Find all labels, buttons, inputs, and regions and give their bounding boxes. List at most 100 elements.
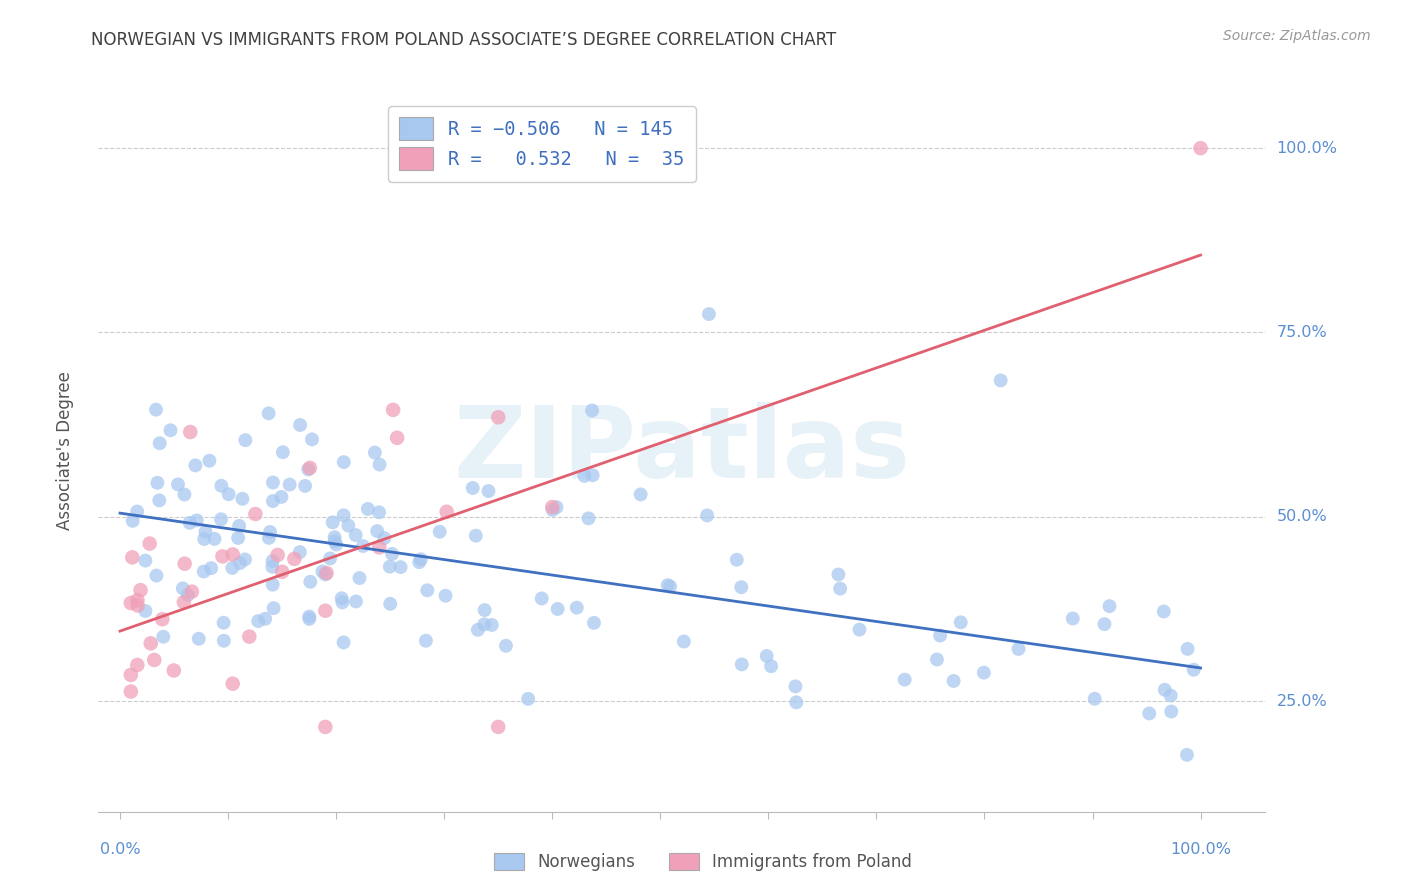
Point [259, 524, 281, 539]
Point [288, 417, 311, 432]
Point [288, 545, 311, 559]
Point [257, 531, 280, 545]
Text: 25.0%: 25.0% [1277, 694, 1327, 708]
Point [461, 481, 484, 495]
Point [477, 484, 499, 499]
Point [179, 516, 201, 530]
Point [150, 612, 173, 626]
Point [330, 591, 353, 606]
Point [541, 503, 564, 517]
Point [298, 609, 321, 624]
Point [357, 502, 380, 516]
Point [755, 648, 778, 663]
Point [389, 560, 412, 574]
Point [173, 487, 195, 501]
Point [226, 531, 249, 545]
Point [785, 695, 807, 709]
Point [467, 623, 489, 637]
Point [145, 402, 167, 417]
Y-axis label: Associate's Degree: Associate's Degree [56, 371, 75, 530]
Point [973, 665, 995, 680]
Point [1153, 682, 1175, 697]
Point [209, 512, 232, 526]
Point [1160, 689, 1182, 703]
Point [582, 615, 605, 630]
Point [332, 455, 354, 469]
Point [495, 639, 517, 653]
Point [159, 423, 181, 437]
Point [352, 539, 374, 553]
Point [378, 559, 401, 574]
Point [344, 594, 367, 608]
Point [270, 490, 292, 504]
Point [180, 584, 202, 599]
Point [245, 507, 267, 521]
Point [323, 530, 346, 544]
Point [1062, 611, 1084, 625]
Point [1182, 663, 1205, 677]
Point [167, 477, 190, 491]
Point [221, 561, 243, 575]
Point [1177, 641, 1199, 656]
Point [332, 595, 354, 609]
Point [547, 602, 569, 616]
Point [827, 567, 849, 582]
Point [546, 500, 568, 515]
Point [1137, 706, 1160, 721]
Point [696, 508, 718, 523]
Point [127, 599, 149, 613]
Point [187, 632, 209, 646]
Point [1153, 605, 1175, 619]
Point [233, 433, 256, 447]
Point [434, 589, 457, 603]
Point [311, 565, 333, 579]
Point [415, 633, 437, 648]
Point [949, 615, 972, 630]
Point [193, 565, 215, 579]
Point [173, 595, 195, 609]
Point [385, 431, 408, 445]
Point [120, 596, 142, 610]
Point [332, 508, 354, 523]
Point [177, 588, 200, 602]
Point [198, 454, 221, 468]
Point [990, 373, 1012, 387]
Point [416, 583, 439, 598]
Point [145, 568, 167, 582]
Point [283, 552, 305, 566]
Point [436, 505, 458, 519]
Point [184, 458, 207, 473]
Point [408, 555, 430, 569]
Point [173, 557, 195, 571]
Point [262, 559, 284, 574]
Point [222, 676, 245, 690]
Text: 100.0%: 100.0% [1170, 842, 1232, 857]
Point [481, 618, 503, 632]
Text: Source: ZipAtlas.com: Source: ZipAtlas.com [1223, 29, 1371, 43]
Point [121, 550, 143, 565]
Text: 50.0%: 50.0% [1277, 509, 1327, 524]
Point [574, 469, 596, 483]
Point [266, 548, 288, 562]
Point [785, 679, 807, 693]
Point [218, 487, 240, 501]
Point [344, 528, 367, 542]
Point [486, 720, 509, 734]
Point [152, 630, 174, 644]
Point [582, 468, 605, 483]
Point [925, 652, 948, 666]
Text: 100.0%: 100.0% [1277, 141, 1337, 156]
Point [325, 537, 347, 551]
Point [1160, 705, 1182, 719]
Point [332, 635, 354, 649]
Point [429, 524, 451, 539]
Point [297, 462, 319, 476]
Point [1084, 691, 1107, 706]
Point [262, 577, 284, 591]
Point [193, 532, 215, 546]
Point [541, 500, 564, 514]
Point [672, 634, 695, 648]
Point [659, 579, 682, 593]
Point [323, 534, 346, 549]
Point [271, 565, 294, 579]
